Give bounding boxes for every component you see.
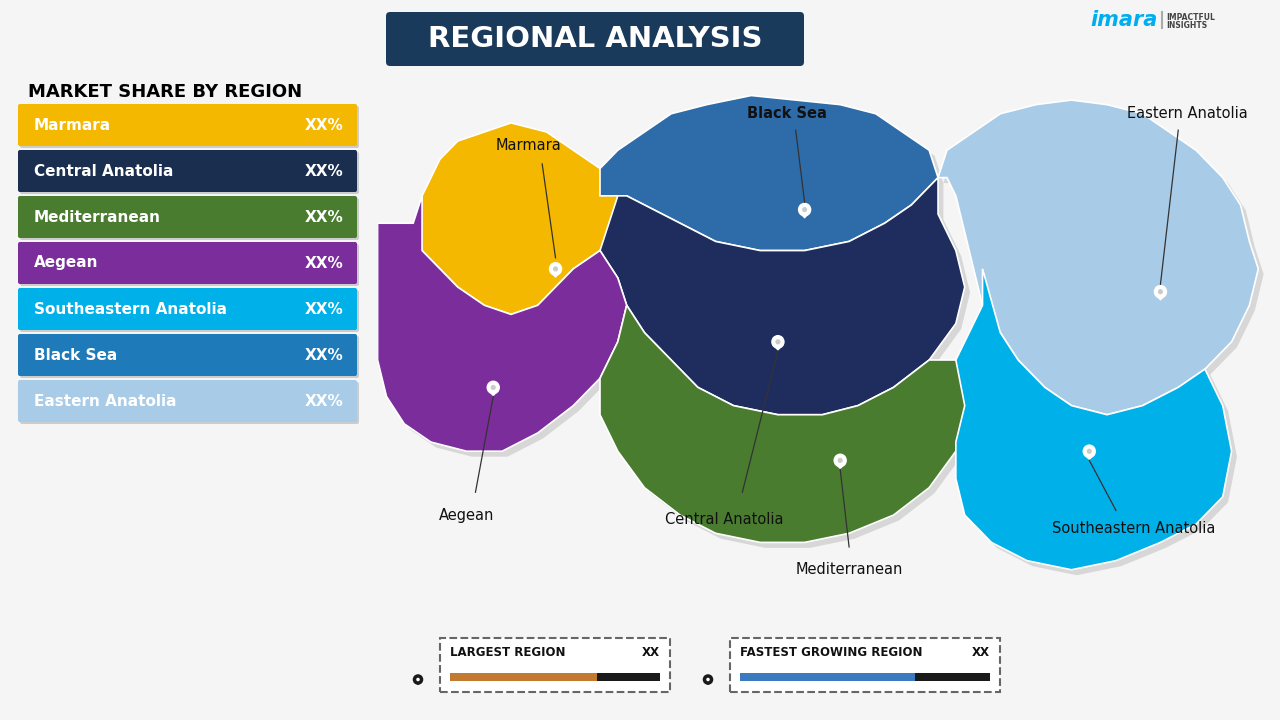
Text: Mediterranean: Mediterranean [795,562,902,577]
Polygon shape [600,305,983,542]
Text: Mediterranean: Mediterranean [35,210,161,225]
Bar [740,673,915,681]
Polygon shape [772,345,785,351]
Circle shape [703,674,713,685]
Text: Southeastern Anatolia: Southeastern Anatolia [1052,521,1216,536]
Text: XX%: XX% [305,210,343,225]
FancyBboxPatch shape [18,288,357,330]
Polygon shape [704,682,713,685]
FancyBboxPatch shape [20,244,358,286]
Circle shape [776,339,781,344]
Polygon shape [413,682,422,685]
Polygon shape [600,96,938,251]
Text: Black Sea: Black Sea [746,107,827,121]
Polygon shape [488,390,499,397]
Circle shape [1087,449,1092,454]
Text: XX%: XX% [305,163,343,179]
FancyBboxPatch shape [20,106,358,148]
Text: Black Sea: Black Sea [35,348,118,362]
FancyBboxPatch shape [18,242,357,284]
Circle shape [771,335,785,348]
Polygon shape [378,196,627,451]
Text: imara: imara [1091,10,1158,30]
Polygon shape [605,101,943,256]
Text: Aegean: Aegean [35,256,99,271]
FancyBboxPatch shape [20,198,358,240]
Text: Eastern Anatolia: Eastern Anatolia [1126,107,1248,121]
Polygon shape [956,269,1231,570]
Text: XX: XX [972,646,989,659]
Polygon shape [413,123,627,315]
Polygon shape [1083,454,1096,460]
FancyBboxPatch shape [20,290,358,332]
Polygon shape [383,202,632,456]
Polygon shape [419,128,632,320]
Bar [740,673,989,681]
Text: LARGEST REGION: LARGEST REGION [451,646,566,659]
Polygon shape [938,100,1258,415]
Text: XX%: XX% [305,394,343,408]
Polygon shape [605,183,970,420]
Circle shape [1158,289,1164,294]
Text: REGIONAL ANALYSIS: REGIONAL ANALYSIS [428,25,763,53]
Text: FASTEST GROWING REGION: FASTEST GROWING REGION [740,646,923,659]
Circle shape [803,207,808,212]
Text: Eastern Anatolia: Eastern Anatolia [35,394,177,408]
Bar [451,673,596,681]
Text: Central Anatolia: Central Anatolia [35,163,173,179]
FancyBboxPatch shape [20,152,358,194]
Circle shape [837,458,842,463]
Polygon shape [605,311,988,548]
Text: Southeastern Anatolia: Southeastern Anatolia [35,302,227,317]
Circle shape [490,384,495,390]
Circle shape [553,266,558,271]
Text: IMPACTFUL: IMPACTFUL [1166,14,1215,22]
Text: XX%: XX% [305,117,343,132]
Text: Marmara: Marmara [35,117,111,132]
Circle shape [833,454,847,467]
Polygon shape [961,274,1236,575]
Polygon shape [549,271,562,278]
FancyBboxPatch shape [18,150,357,192]
Polygon shape [600,178,965,415]
Text: INSIGHTS: INSIGHTS [1166,20,1207,30]
Text: XX%: XX% [305,256,343,271]
FancyBboxPatch shape [20,336,358,378]
FancyBboxPatch shape [20,382,358,424]
Polygon shape [835,463,846,469]
Text: XX: XX [643,646,660,659]
FancyBboxPatch shape [440,638,669,692]
Circle shape [486,381,500,395]
Text: Central Anatolia: Central Anatolia [666,512,783,527]
Circle shape [549,262,562,276]
Circle shape [412,674,424,685]
Circle shape [416,678,420,681]
Circle shape [707,678,709,681]
Circle shape [797,203,812,217]
Circle shape [1083,444,1096,458]
FancyBboxPatch shape [18,104,357,146]
Text: MARKET SHARE BY REGION: MARKET SHARE BY REGION [28,83,302,101]
Text: XX%: XX% [305,302,343,317]
Polygon shape [799,212,810,219]
Circle shape [1153,285,1167,299]
Polygon shape [943,106,1263,420]
FancyBboxPatch shape [730,638,1000,692]
FancyBboxPatch shape [387,12,804,66]
FancyBboxPatch shape [18,380,357,422]
FancyBboxPatch shape [18,196,357,238]
Bar [451,673,660,681]
Text: Marmara: Marmara [495,138,562,153]
Text: Aegean: Aegean [439,508,494,523]
FancyBboxPatch shape [18,334,357,376]
Polygon shape [1155,294,1166,301]
Text: XX%: XX% [305,348,343,362]
